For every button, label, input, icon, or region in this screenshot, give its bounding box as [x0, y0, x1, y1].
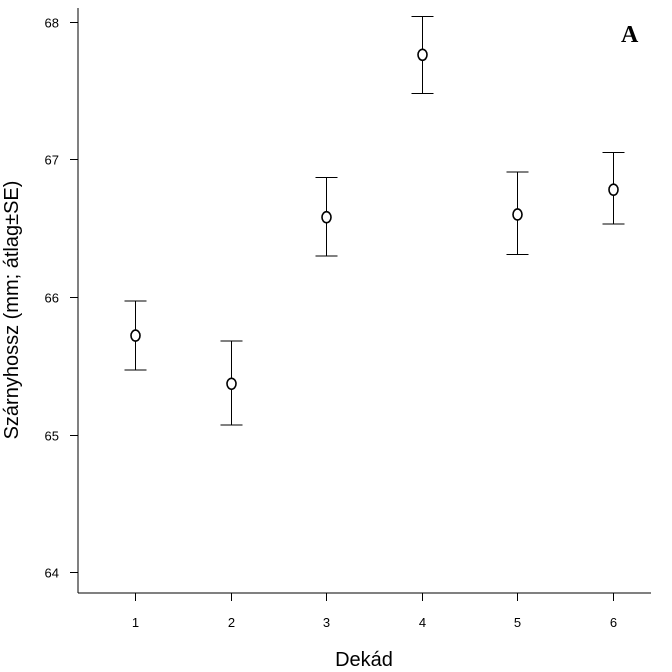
x-tick-label: 1: [132, 615, 139, 630]
y-axis-title: Szárnyhossz (mm; átlag±SE): [1, 181, 23, 440]
x-tick-label: 4: [419, 615, 426, 630]
panel-label: A: [621, 22, 639, 48]
data-point: [130, 329, 141, 342]
data-point: [417, 48, 428, 62]
x-tick-label: 6: [610, 615, 617, 630]
y-tick-label: 64: [45, 566, 59, 581]
y-tick-label: 65: [45, 429, 59, 444]
axes: 64 65 66 67 68 1 2 3 4 5 6: [45, 8, 651, 630]
y-tick-label: 67: [45, 153, 59, 168]
data-marks: [124, 15, 625, 426]
data-point: [512, 208, 523, 221]
x-axis-title: Dekád: [335, 649, 393, 671]
x-tick-label: 3: [323, 615, 330, 630]
data-point: [608, 183, 619, 196]
x-tick-label: 5: [514, 615, 521, 630]
x-tick-label: 2: [228, 615, 235, 630]
y-tick-label: 68: [45, 16, 59, 31]
data-point: [226, 377, 237, 391]
y-tick-label: 66: [45, 291, 59, 306]
data-point: [321, 210, 332, 224]
